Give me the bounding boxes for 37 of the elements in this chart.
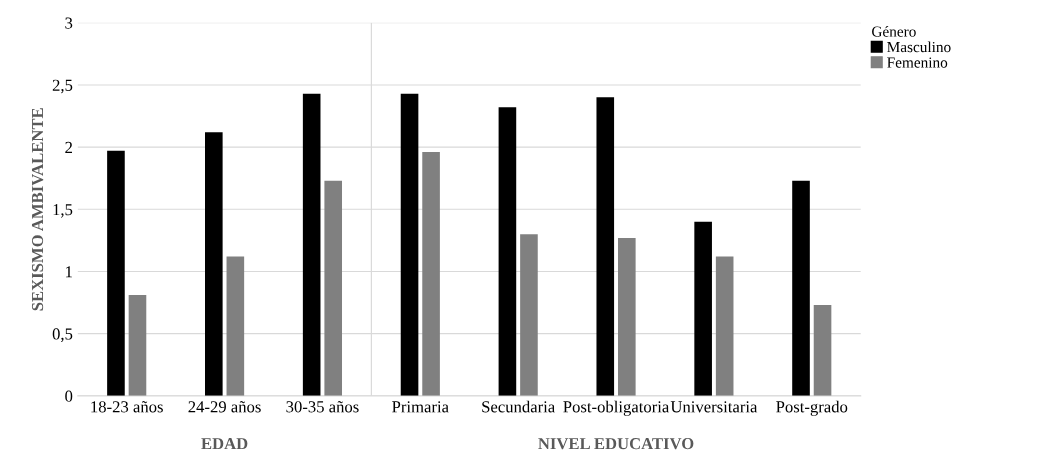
bar — [618, 237, 636, 396]
y-tick-label: 0,5 — [52, 328, 73, 343]
x-tick-label: 18-23 años — [91, 401, 163, 413]
bar — [324, 180, 343, 396]
y-tick-label: 0 — [65, 390, 73, 402]
y-tick-label: 1,5 — [53, 204, 73, 218]
bar — [226, 256, 245, 396]
legend-label: Femenino — [887, 57, 948, 68]
bar — [813, 305, 832, 396]
bar — [715, 256, 734, 396]
y-tick-label: 2 — [65, 141, 72, 153]
bar — [596, 97, 615, 396]
bar — [694, 221, 712, 396]
text: EDAD — [201, 438, 248, 450]
bar — [422, 152, 440, 396]
bar — [107, 150, 125, 396]
y-tick-label: 2,5 — [52, 79, 73, 94]
x-tick-label: 24-29 años — [188, 401, 261, 413]
y-axis-title: SEXISMO AMBIVALENTE — [31, 108, 44, 311]
bar — [302, 93, 321, 396]
bar — [498, 107, 517, 396]
x-tick-label: Secundaria — [482, 400, 555, 413]
bar — [128, 295, 147, 396]
y-tick-label: 1 — [66, 266, 72, 278]
y-tick-label: 3 — [65, 17, 73, 29]
x-tick-label: Post-obligatoria — [563, 400, 670, 416]
bar — [400, 93, 419, 396]
legend-title: Género — [872, 25, 916, 37]
bar — [205, 132, 223, 396]
x-tick-label: Universitaria — [670, 401, 758, 413]
x-tick-label: Post-grado — [776, 400, 848, 416]
bar — [520, 234, 538, 396]
x-tick-label: Primaria — [392, 401, 449, 413]
bar — [792, 180, 810, 396]
x-tick-label: 30-35 años — [286, 401, 359, 413]
legend-label: Masculino — [887, 41, 951, 53]
text: NIVEL EDUCATIVO — [538, 438, 694, 450]
